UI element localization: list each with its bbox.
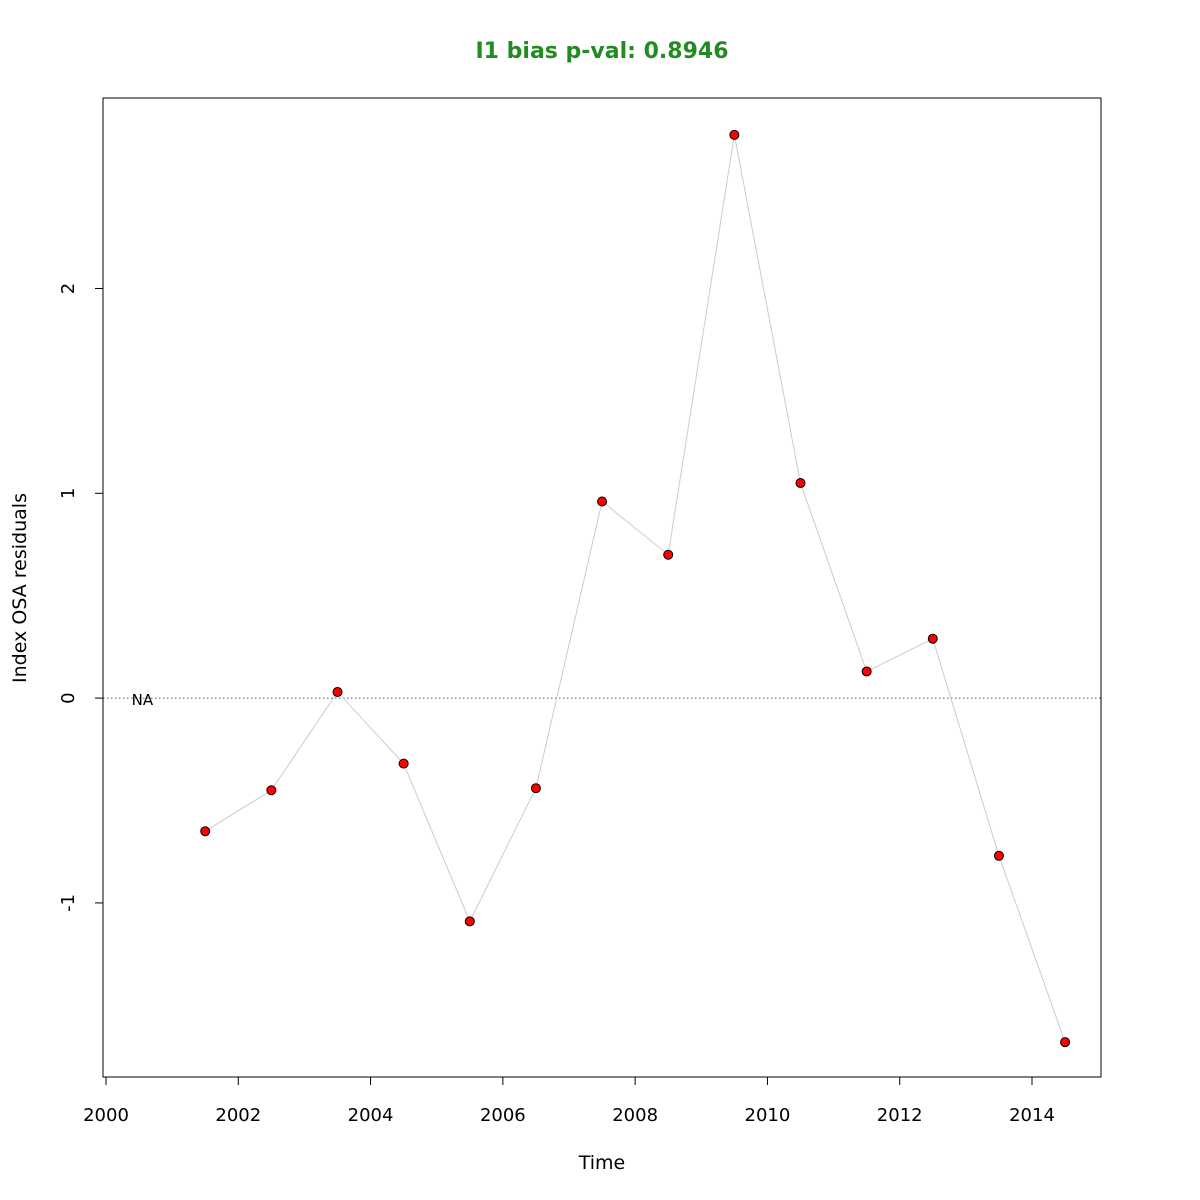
y-axis: -1 0 1 2	[58, 283, 104, 912]
x-tick-label: 2004	[348, 1105, 394, 1126]
data-point	[464, 916, 475, 927]
x-tick-label: 2014	[1009, 1105, 1055, 1126]
x-tick-label: 2006	[480, 1105, 526, 1126]
x-tick-label: 2000	[83, 1105, 129, 1126]
na-annotation: NA	[132, 691, 154, 709]
data-point	[266, 785, 277, 796]
x-tick-label: 2010	[745, 1105, 791, 1126]
x-tick-label: 2012	[877, 1105, 923, 1126]
y-tick-label: 2	[58, 283, 79, 294]
data-point	[1060, 1037, 1071, 1048]
y-tick-label: 1	[58, 488, 79, 499]
x-axis-label: Time	[578, 1152, 626, 1174]
data-point	[663, 549, 674, 560]
data-point	[597, 496, 608, 507]
data-point	[795, 478, 806, 489]
y-tick-label: 0	[58, 692, 79, 703]
data-point	[398, 758, 409, 769]
data-point	[729, 129, 740, 140]
x-axis: 2000 2002 2004 2006 2008 2010 2012 2014	[83, 1076, 1055, 1126]
data-point	[861, 666, 872, 677]
plot-frame	[102, 97, 1102, 1078]
data-point	[993, 850, 1004, 861]
data-point	[200, 826, 211, 837]
series-line-layer	[204, 134, 1066, 1043]
data-points-layer	[200, 129, 1071, 1048]
y-tick-label: -1	[58, 894, 79, 912]
data-point	[530, 783, 541, 794]
x-tick-label: 2002	[215, 1105, 261, 1126]
series-line	[204, 134, 1066, 1043]
y-axis-label: Index OSA residuals	[9, 493, 31, 683]
data-point	[332, 686, 343, 697]
x-tick-label: 2008	[612, 1105, 658, 1126]
chart-title: I1 bias p-val: 0.8946	[476, 39, 729, 64]
data-point	[927, 633, 938, 644]
